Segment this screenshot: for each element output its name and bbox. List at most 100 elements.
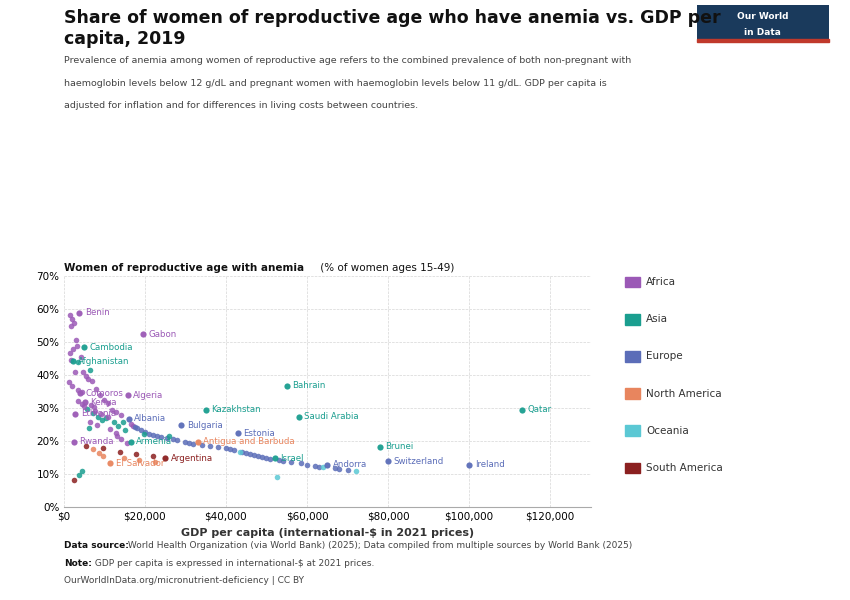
Text: Asia: Asia — [646, 314, 668, 324]
Point — [78, 397, 92, 407]
Text: Share of women of reproductive age who have anemia vs. GDP per: Share of women of reproductive age who h… — [64, 9, 720, 27]
Point — [136, 329, 150, 339]
Point — [280, 381, 293, 391]
Point — [96, 443, 110, 453]
Point — [95, 415, 109, 424]
Point — [114, 410, 128, 420]
Point — [67, 437, 81, 446]
Point — [94, 391, 107, 400]
Point — [132, 455, 145, 465]
Point — [138, 427, 151, 437]
Text: Rwanda: Rwanda — [79, 437, 114, 446]
Point — [187, 439, 201, 448]
Point — [109, 428, 122, 437]
Point — [292, 412, 306, 421]
Point — [129, 449, 143, 458]
Point — [219, 443, 233, 453]
Point — [98, 395, 111, 404]
Point — [83, 365, 97, 375]
Point — [195, 440, 208, 450]
Text: Note:: Note: — [64, 559, 92, 568]
Point — [116, 417, 129, 427]
Point — [167, 434, 180, 444]
Point — [256, 452, 269, 461]
Point — [75, 388, 88, 397]
Point — [190, 437, 204, 446]
Point — [77, 401, 91, 411]
Text: adjusted for inflation and for differences in living costs between countries.: adjusted for inflation and for differenc… — [64, 101, 418, 110]
Text: Argentina: Argentina — [171, 454, 212, 463]
Text: Saudi Arabia: Saudi Arabia — [304, 412, 359, 421]
Point — [150, 431, 164, 441]
Point — [92, 412, 105, 422]
Point — [588, 467, 602, 476]
Point — [67, 475, 81, 485]
Text: GDP per capita is expressed in international-$ at 2021 prices.: GDP per capita is expressed in internati… — [92, 559, 374, 568]
Point — [63, 310, 76, 320]
Point — [88, 403, 101, 412]
Point — [82, 424, 96, 433]
Point — [117, 454, 131, 463]
Point — [231, 428, 245, 438]
Point — [300, 460, 314, 470]
Text: Andorra: Andorra — [333, 460, 367, 469]
Text: North America: North America — [646, 389, 722, 398]
Point — [252, 451, 265, 461]
Text: Comoros: Comoros — [86, 389, 123, 398]
Point — [71, 385, 85, 395]
Text: South America: South America — [646, 463, 722, 473]
Point — [121, 391, 134, 400]
Point — [94, 409, 108, 419]
Point — [65, 322, 78, 331]
Point — [227, 445, 241, 455]
Point — [118, 425, 132, 435]
Point — [67, 318, 81, 328]
Point — [77, 343, 91, 352]
Text: Kenya: Kenya — [90, 398, 117, 407]
Point — [79, 371, 93, 380]
Point — [268, 454, 281, 463]
Point — [99, 413, 113, 422]
Text: haemoglobin levels below 12 g/dL and pregnant women with haemoglobin levels belo: haemoglobin levels below 12 g/dL and pre… — [64, 79, 607, 88]
Point — [76, 399, 89, 409]
Point — [65, 356, 79, 366]
Point — [124, 419, 138, 428]
Point — [134, 425, 148, 435]
Point — [108, 417, 122, 427]
Point — [161, 434, 174, 443]
Text: Qatar: Qatar — [527, 405, 552, 414]
Point — [137, 429, 150, 439]
Point — [162, 431, 176, 441]
Text: Europe: Europe — [646, 352, 683, 361]
Point — [130, 424, 144, 433]
X-axis label: GDP per capita (international-$ in 2021 prices): GDP per capita (international-$ in 2021 … — [181, 528, 473, 538]
Point — [312, 462, 326, 472]
Point — [316, 463, 330, 472]
Point — [65, 314, 79, 323]
Point — [86, 408, 99, 418]
Point — [174, 421, 188, 430]
Point — [79, 441, 93, 451]
Point — [183, 438, 196, 448]
Point — [93, 448, 106, 457]
Point — [88, 406, 102, 415]
Point — [104, 425, 117, 434]
Point — [75, 467, 88, 476]
Point — [89, 384, 103, 394]
Point — [243, 449, 257, 458]
Point — [73, 388, 87, 398]
Point — [101, 412, 115, 422]
Point — [110, 431, 124, 441]
Point — [146, 430, 160, 440]
Text: Women of reproductive age with anemia: Women of reproductive age with anemia — [64, 263, 304, 273]
Text: Our World: Our World — [737, 12, 789, 21]
Point — [341, 465, 354, 475]
Point — [269, 472, 283, 481]
Point — [247, 450, 261, 460]
Point — [284, 458, 298, 467]
Point — [178, 437, 192, 446]
Text: OurWorldInData.org/micronutrient-deficiency | CC BY: OurWorldInData.org/micronutrient-deficie… — [64, 576, 303, 585]
Text: Albania: Albania — [134, 414, 167, 423]
Point — [373, 442, 387, 452]
Point — [97, 451, 110, 461]
